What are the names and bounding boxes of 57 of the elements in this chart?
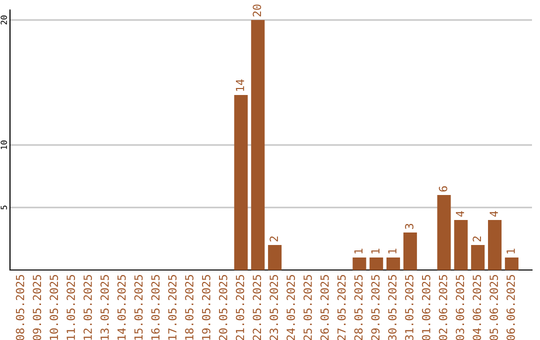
x-tick-label: 19.05.2025 <box>202 275 210 340</box>
x-tick-label: 17.05.2025 <box>168 275 177 340</box>
bar <box>488 220 502 270</box>
y-tick-label: 10 <box>0 140 7 150</box>
data-label: 4 <box>490 211 498 217</box>
x-tick-label: 04.06.2025 <box>472 275 482 340</box>
x-tick-label: 06.06.2025 <box>506 275 515 340</box>
x-tick-label: 23.05.2025 <box>270 275 278 340</box>
bar <box>234 95 248 270</box>
bar <box>454 220 468 270</box>
bar <box>437 195 451 270</box>
bar <box>471 245 485 270</box>
y-tick-label: 20 <box>0 16 7 24</box>
data-label: 1 <box>388 248 396 254</box>
bar <box>370 258 384 270</box>
x-tick-label: 29.05.2025 <box>371 275 380 340</box>
x-tick-label: 30.05.2025 <box>388 275 397 340</box>
data-label: 2 <box>472 236 481 242</box>
bar <box>352 258 366 270</box>
x-tick-label: 11.05.2025 <box>66 275 76 340</box>
x-tick-label: 05.06.2025 <box>490 275 498 340</box>
x-tick-label: 27.05.2025 <box>337 275 346 340</box>
data-label: 4 <box>456 211 464 217</box>
data-label: 14 <box>236 79 244 91</box>
y-tick-label: 5 <box>0 206 7 210</box>
x-tick-label: 10.05.2025 <box>50 275 58 340</box>
x-tick-label: 18.05.2025 <box>185 275 194 340</box>
x-tick-label: 02.06.2025 <box>438 275 448 340</box>
x-tick-label: 01.06.2025 <box>422 275 430 340</box>
x-tick-label: 14.05.2025 <box>117 275 126 340</box>
x-tick-label: 09.05.2025 <box>32 275 42 340</box>
data-label: 1 <box>506 248 515 254</box>
data-label: 6 <box>438 186 448 192</box>
x-tick-label: 20.05.2025 <box>218 275 228 340</box>
x-tick-label: 16.05.2025 <box>151 275 160 340</box>
data-label: 1 <box>371 248 380 254</box>
x-tick-label: 15.05.2025 <box>134 275 143 340</box>
bar <box>251 20 265 270</box>
bar <box>268 245 282 270</box>
data-label: 1 <box>354 248 363 254</box>
x-tick-label: 26.05.2025 <box>320 275 329 340</box>
data-label: 20 <box>252 4 262 16</box>
data-label: 3 <box>405 224 414 229</box>
data-label: 2 <box>270 236 278 242</box>
bar <box>403 232 417 270</box>
x-tick-label: 28.05.2025 <box>354 275 363 340</box>
x-tick-label: 08.05.2025 <box>16 275 24 340</box>
bar <box>386 258 400 270</box>
x-tick-label: 13.05.2025 <box>100 275 109 340</box>
x-tick-label: 24.05.2025 <box>286 275 295 340</box>
bar <box>504 258 518 270</box>
x-tick-label: 12.05.2025 <box>84 275 92 340</box>
x-tick-label: 03.06.2025 <box>456 275 464 340</box>
x-tick-label: 25.05.2025 <box>303 275 312 340</box>
x-tick-label: 31.05.2025 <box>405 275 414 340</box>
x-tick-label: 22.05.2025 <box>252 275 262 340</box>
x-tick-label: 21.05.2025 <box>236 275 244 340</box>
